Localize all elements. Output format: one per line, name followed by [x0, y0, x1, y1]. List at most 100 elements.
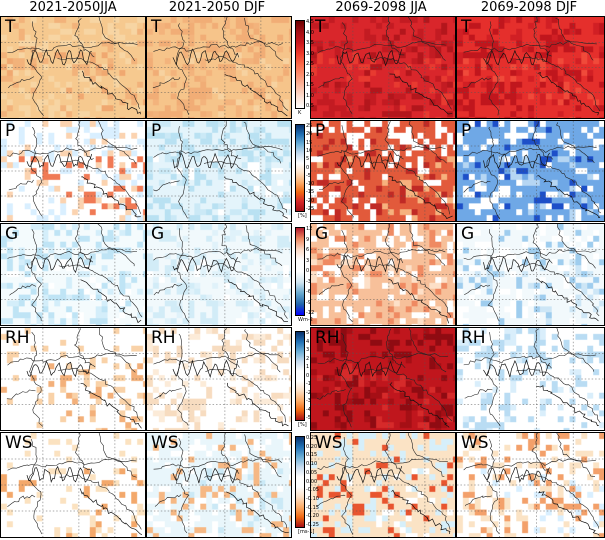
- border-line: [153, 283, 183, 296]
- alpine-contour: [172, 152, 239, 170]
- map-overlay: [1, 433, 145, 537]
- alpine-contour: [172, 255, 239, 273]
- map-panel-ws-2: WS: [146, 432, 292, 538]
- border-line: [384, 224, 404, 264]
- border-line: [369, 159, 450, 215]
- map-overlay: [147, 121, 291, 221]
- map-panel-p-2: P: [146, 120, 292, 222]
- column-header-4: 2069-2098 DJF: [480, 0, 578, 15]
- border-line: [317, 41, 446, 54]
- border-line: [75, 121, 94, 161]
- map-panel-rh-4: RH: [456, 327, 605, 431]
- alpine-contour: [26, 152, 93, 171]
- border-line: [221, 17, 240, 58]
- border-line: [407, 433, 445, 478]
- border-line: [7, 146, 138, 157]
- alpine-contour: [483, 467, 550, 484]
- border-line: [75, 433, 95, 474]
- border-line: [221, 224, 241, 263]
- border-line: [516, 262, 600, 317]
- map-panel-rh-1: RH: [0, 327, 146, 431]
- map-panel-ws-3: WS: [310, 432, 456, 538]
- colorbar-tick-label: 2.0: [306, 71, 314, 78]
- border-line: [243, 121, 282, 164]
- colorbar-tick-label: 6: [306, 247, 310, 253]
- border-line: [244, 17, 283, 62]
- border-line: [515, 473, 599, 529]
- border-line: [515, 56, 601, 112]
- border-line: [58, 264, 143, 318]
- border-line: [339, 437, 354, 535]
- border-line: [7, 458, 137, 471]
- map-panel-g-3: G: [310, 223, 456, 326]
- border-line: [203, 161, 287, 213]
- border-line: [340, 332, 353, 428]
- border-line: [368, 264, 452, 318]
- column-header-3: 2069-2098 JJA: [335, 0, 427, 15]
- border-line: [317, 352, 449, 364]
- map-panel-p-1: P: [0, 120, 146, 222]
- border-line: [98, 433, 137, 478]
- border-line: [244, 434, 282, 478]
- border-line: [464, 284, 491, 295]
- map-overlay: [1, 328, 145, 430]
- border-line: [407, 17, 446, 61]
- field-grid: [311, 121, 455, 221]
- coastline: [391, 489, 451, 535]
- colorbar-tick-label: -9: [306, 299, 311, 306]
- alpine-contour: [172, 466, 239, 484]
- colorbar-tick-label: 5: [306, 156, 310, 163]
- border-line: [409, 224, 446, 266]
- field-grid: [147, 121, 291, 221]
- border-line: [340, 125, 354, 218]
- border-line: [175, 437, 190, 534]
- colorbar-tick-label: 0: [306, 164, 310, 171]
- border-line: [205, 368, 286, 423]
- border-line: [9, 284, 37, 296]
- map-panel-g-1: G: [0, 223, 146, 326]
- border-line: [463, 180, 491, 193]
- panel-variable-label: RH: [151, 328, 176, 348]
- map-overlay: [311, 433, 455, 537]
- panel-variable-label: P: [5, 121, 16, 141]
- coastline: [537, 71, 600, 116]
- border-line: [30, 229, 42, 322]
- colorbar-tick-label: -3: [306, 398, 311, 404]
- alpine-contour: [483, 152, 550, 169]
- border-line: [318, 76, 345, 88]
- colorbar-rh: [295, 331, 305, 421]
- border-line: [30, 21, 44, 117]
- map-overlay: [457, 121, 604, 221]
- colorbar-tick-label: -10: [306, 181, 315, 188]
- coastline: [388, 278, 450, 324]
- panel-variable-label: T: [315, 17, 326, 37]
- colorbar-unit: K: [298, 110, 302, 116]
- colorbar-tick-label: 0.05: [306, 469, 318, 476]
- border-line: [486, 438, 500, 534]
- panel-variable-label: RH: [5, 328, 30, 348]
- coastline: [227, 382, 289, 427]
- border-line: [317, 249, 446, 260]
- border-line: [533, 328, 552, 369]
- map-panel-t-4: T: [456, 16, 605, 119]
- border-line: [153, 458, 282, 470]
- map-overlay: [147, 224, 291, 325]
- colorbar-tick-label: 3.5: [306, 40, 314, 46]
- field-grid: [147, 17, 291, 118]
- column-header-2: 2021-2050 DJF: [168, 0, 266, 15]
- colorbar-g: [295, 227, 305, 316]
- border-line: [532, 224, 553, 264]
- border-line: [486, 126, 500, 220]
- border-line: [319, 284, 344, 295]
- border-line: [30, 127, 43, 217]
- colorbar-tick-label: -5: [306, 415, 311, 421]
- coastline: [389, 73, 453, 115]
- alpine-contour: [26, 48, 92, 66]
- colorbar-tick-label: 12: [306, 226, 313, 232]
- panel-variable-label: WS: [315, 433, 343, 453]
- map-panel-t-2: T: [146, 16, 292, 119]
- border-line: [59, 159, 142, 215]
- coastline: [81, 175, 141, 218]
- panel-variable-label: T: [151, 17, 162, 37]
- border-line: [463, 41, 597, 53]
